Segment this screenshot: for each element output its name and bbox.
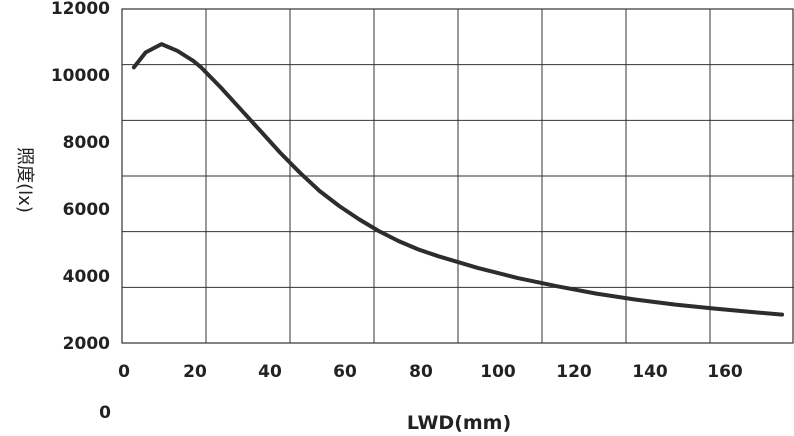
x-tick-label: 60 <box>333 362 357 382</box>
series-line-0 <box>131 42 785 317</box>
stray-zero-label: 0 <box>99 403 111 423</box>
y-tick-label: 8000 <box>63 133 110 153</box>
x-tick-label: 0 <box>118 362 130 382</box>
y-tick-label: 6000 <box>63 200 110 220</box>
x-tick-label: 140 <box>632 362 668 382</box>
x-tick-label: 20 <box>183 362 207 382</box>
y-tick-labels: 12000 10000 8000 6000 4000 2000 <box>51 0 110 354</box>
series-layer <box>131 42 785 317</box>
plot-frame <box>121 8 794 344</box>
x-axis-title: LWD(mm) <box>407 412 511 434</box>
x-tick-labels: 0 20 40 60 80 100 120 140 160 <box>118 362 743 382</box>
x-tick-label: 40 <box>258 362 282 382</box>
x-tick-label: 80 <box>409 362 433 382</box>
x-tick-label: 160 <box>707 362 743 382</box>
y-tick-label: 4000 <box>63 267 110 287</box>
y-tick-label: 2000 <box>63 334 110 354</box>
x-tick-label: 100 <box>480 362 516 382</box>
y-tick-label: 12000 <box>51 0 110 19</box>
grid-layer <box>122 9 794 343</box>
x-tick-label: 120 <box>556 362 592 382</box>
y-tick-label: 10000 <box>51 66 110 86</box>
y-axis-title: 照度(lx) <box>14 147 35 213</box>
